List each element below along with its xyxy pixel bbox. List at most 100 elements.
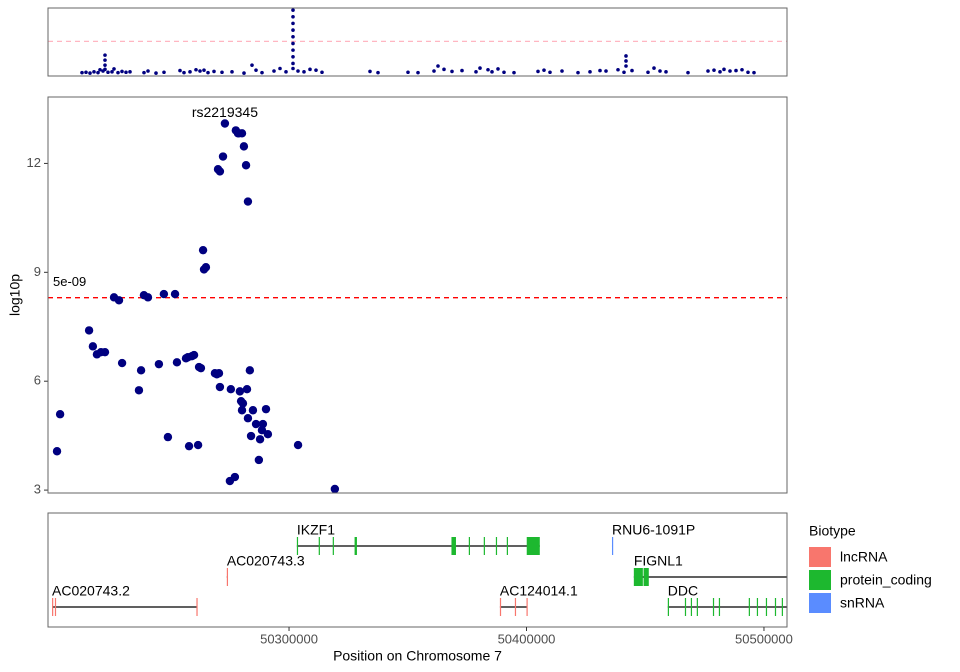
- point: [88, 342, 98, 351]
- point: [128, 70, 132, 74]
- point: [146, 69, 150, 73]
- exon: [226, 568, 229, 586]
- point: [193, 440, 203, 450]
- point: [172, 358, 182, 367]
- point: [134, 386, 144, 395]
- point: [202, 68, 206, 72]
- panel-border: [47, 7, 788, 77]
- exon: [667, 598, 669, 616]
- gene-label: FIGNL1: [634, 553, 683, 569]
- point: [196, 363, 206, 373]
- annotation: rs2219345: [192, 104, 258, 120]
- gene-label: AC124014.1: [500, 583, 578, 599]
- point: [624, 64, 628, 68]
- point: [258, 419, 268, 429]
- point: [214, 369, 224, 378]
- point: [598, 68, 602, 73]
- x-axis-label: Position on Chromosome 7: [333, 648, 502, 664]
- point: [658, 69, 662, 73]
- x-tick-label: 50500000: [735, 631, 793, 646]
- point: [263, 429, 273, 439]
- point: [248, 406, 258, 415]
- exon: [633, 568, 643, 586]
- gene-label: AC020743.3: [227, 553, 305, 569]
- point: [261, 404, 271, 414]
- point: [486, 67, 490, 72]
- point: [442, 67, 446, 72]
- point: [96, 70, 100, 75]
- threshold-label: 5e-09: [53, 274, 86, 289]
- point: [542, 68, 546, 72]
- point: [588, 70, 592, 74]
- exon: [718, 598, 721, 616]
- exon: [332, 537, 334, 555]
- legend-swatch: [809, 593, 831, 613]
- exon: [296, 537, 299, 555]
- point: [291, 48, 295, 52]
- point: [436, 64, 440, 68]
- exon: [526, 598, 528, 616]
- point: [243, 414, 253, 423]
- point: [206, 70, 210, 75]
- point: [496, 67, 500, 71]
- exon: [643, 568, 649, 586]
- point: [230, 472, 240, 482]
- gene-label: IKZF1: [297, 522, 335, 538]
- point: [330, 484, 340, 493]
- point: [502, 70, 506, 75]
- point: [254, 68, 258, 72]
- point: [136, 366, 146, 375]
- point: [260, 70, 264, 75]
- point: [103, 63, 107, 67]
- point: [84, 326, 94, 335]
- exon: [506, 537, 508, 555]
- point: [664, 70, 668, 74]
- point: [154, 359, 164, 369]
- exon: [483, 537, 485, 555]
- point: [406, 70, 410, 75]
- panel-border: [47, 96, 788, 494]
- point: [291, 14, 295, 19]
- x-tick-label: 50400000: [498, 631, 556, 646]
- point: [616, 67, 620, 72]
- point: [630, 68, 634, 73]
- point: [478, 66, 482, 70]
- point: [142, 70, 146, 75]
- point: [291, 66, 295, 71]
- point: [250, 63, 254, 67]
- exon: [495, 537, 498, 555]
- point: [103, 58, 107, 62]
- point: [474, 70, 478, 74]
- point: [188, 70, 192, 74]
- legend-label: snRNA: [840, 595, 885, 611]
- point: [220, 119, 230, 128]
- point: [241, 161, 251, 170]
- gene-label: RNU6-1091P: [612, 522, 695, 538]
- point: [103, 67, 107, 72]
- point: [178, 68, 182, 73]
- point: [740, 67, 744, 72]
- point: [189, 350, 199, 360]
- point: [243, 197, 253, 206]
- point: [124, 70, 128, 75]
- point: [368, 69, 372, 74]
- point: [116, 70, 120, 75]
- legend-swatch: [809, 547, 831, 567]
- point: [624, 59, 628, 63]
- y-tick-label: 3: [34, 482, 41, 497]
- point: [512, 70, 516, 75]
- point: [103, 53, 107, 57]
- point: [162, 70, 166, 75]
- exon: [748, 598, 750, 616]
- point: [646, 70, 650, 75]
- gene-area: IKZF1 RNU6-1091P AC020743.3 FIGNL1 AC020743.…: [52, 522, 787, 616]
- exon: [468, 537, 470, 555]
- x-tick-label: 50300000: [260, 631, 318, 646]
- point: [52, 447, 62, 456]
- point: [100, 347, 110, 357]
- point: [220, 70, 224, 75]
- point: [235, 387, 245, 396]
- exon: [712, 598, 715, 616]
